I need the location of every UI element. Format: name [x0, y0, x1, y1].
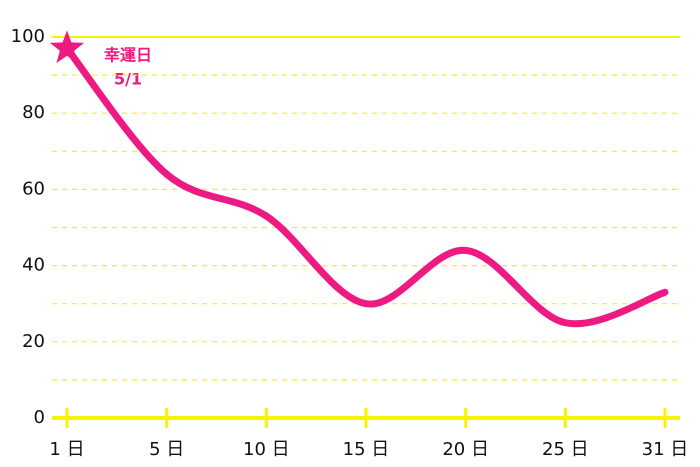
annotation-date: 5/1 [114, 70, 142, 89]
y-tick-label: 100 [11, 26, 45, 47]
x-tick-label: 5 日 [149, 439, 184, 460]
x-tick-label: 20 日 [442, 439, 489, 460]
x-tick-label: 10 日 [243, 439, 290, 460]
y-tick-label: 20 [22, 331, 45, 352]
star-marker [49, 30, 85, 63]
annotation-title: 幸運日 [104, 46, 152, 65]
x-tick-label: 25 日 [542, 439, 589, 460]
y-tick-label: 0 [34, 407, 45, 428]
line [63, 44, 669, 328]
y-tick-label: 80 [22, 102, 45, 123]
y-tick-label: 60 [22, 178, 45, 199]
x-tick-label: 15 日 [343, 439, 390, 460]
x-tick-label: 1 日 [49, 439, 84, 460]
y-tick-label: 40 [22, 255, 45, 276]
x-tick-label: 31 日 [642, 439, 689, 460]
